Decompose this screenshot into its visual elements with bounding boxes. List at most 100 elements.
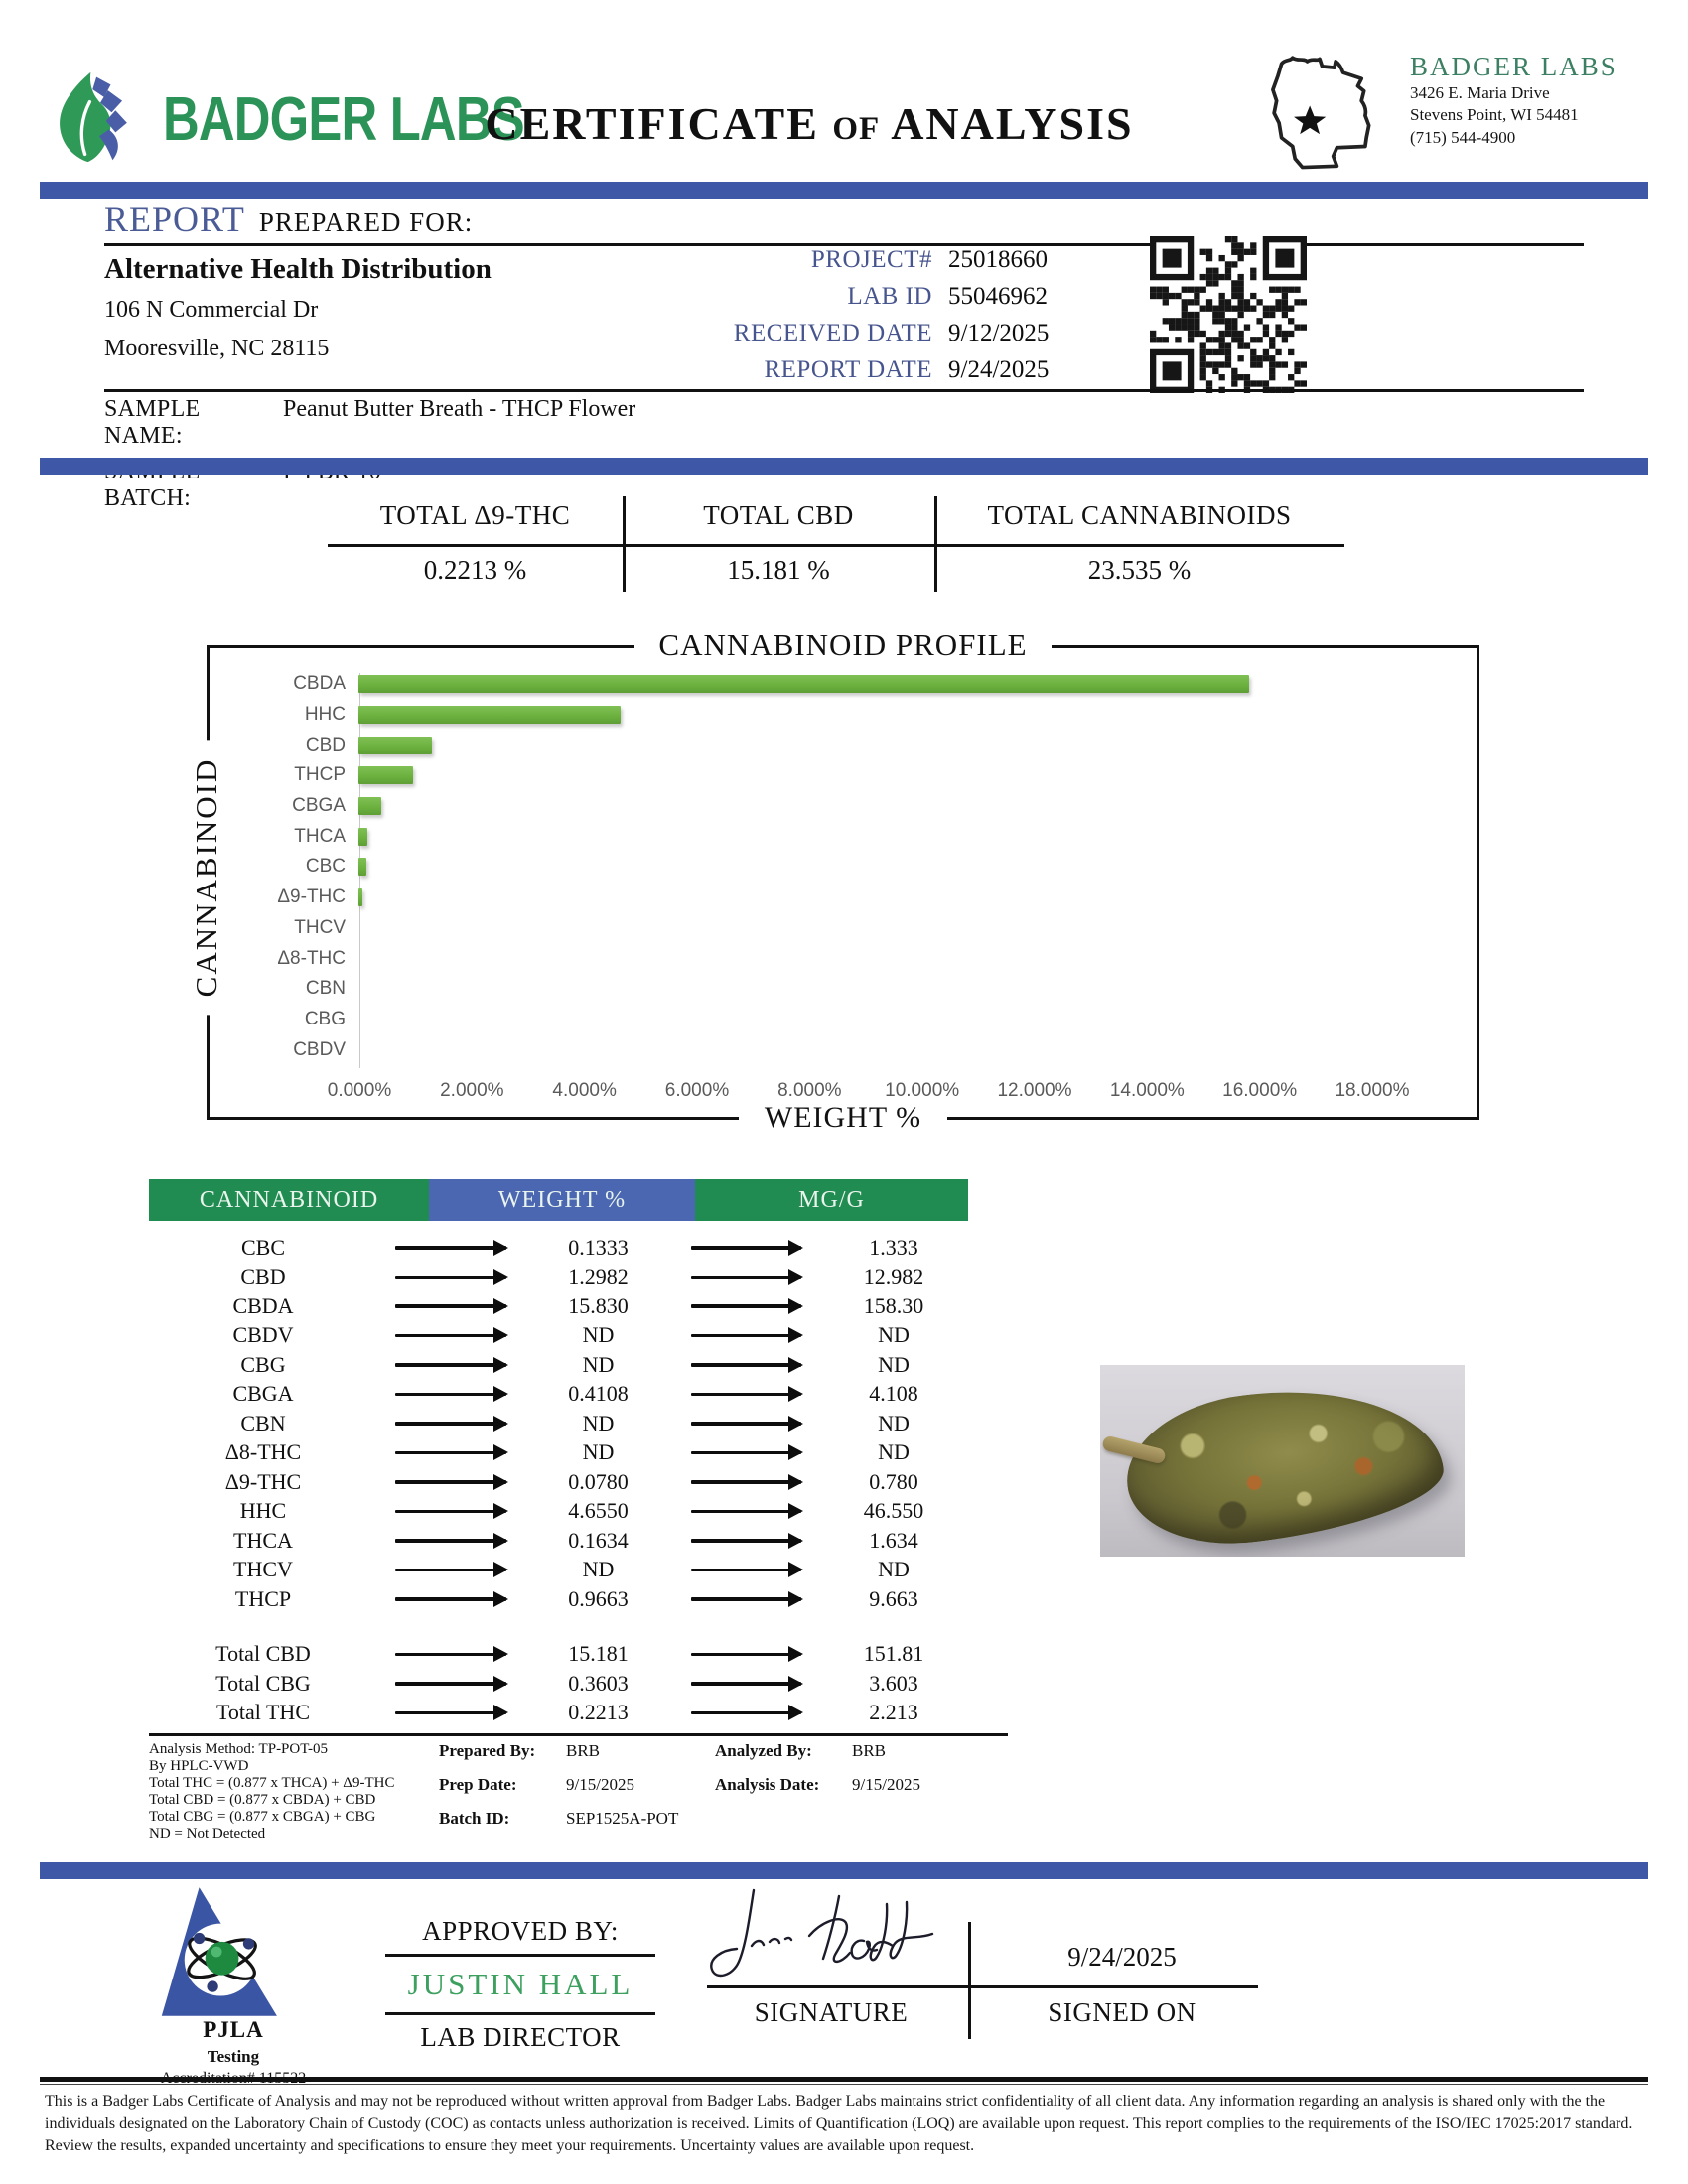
weight-percent-value: 0.3603 (568, 1670, 629, 1696)
table-row: CBN ND ND (149, 1409, 968, 1438)
lab-address-line2: Stevens Point, WI 54481 (1410, 105, 1579, 125)
table-row: Total CBD 15.181 151.81 (149, 1640, 968, 1670)
chart-x-tick: 6.000% (664, 1080, 730, 1101)
qr-code (1150, 236, 1307, 393)
section-rule (104, 389, 1584, 392)
results-table-header: CANNABINOID WEIGHT % MG/G (149, 1179, 968, 1221)
weight-percent-value: 4.6550 (568, 1498, 629, 1524)
arrow-icon (690, 1275, 801, 1279)
table-row: Total CBG 0.3603 3.603 (149, 1669, 968, 1699)
disclaimer-text: This is a Badger Labs Certificate of Ana… (45, 2093, 1633, 2155)
table-row: CBDV ND ND (149, 1321, 968, 1351)
method-note-line: By HPLC-VWD (149, 1758, 249, 1774)
chart-category-label: THCA (294, 825, 346, 847)
chart-category-label: Δ8-THC (277, 947, 346, 969)
chart-category-label: CBC (305, 856, 346, 878)
weight-percent-value: 15.830 (568, 1293, 629, 1318)
cannabinoid-name: CBD (240, 1264, 286, 1290)
flower-bud-image (1118, 1372, 1450, 1557)
cannabinoid-profile-chart: CANNABINOID PROFILE CANNABINOID CBDA HHC C… (188, 623, 1479, 1138)
chart-row: THCV (207, 913, 1372, 944)
signature-label: SIGNATURE (754, 1997, 909, 2027)
lab-address-block: BADGER LABS 3426 E. Maria Drive Stevens … (1249, 52, 1636, 180)
arrow-icon (395, 1480, 506, 1484)
mg-per-g-value: 9.663 (869, 1585, 918, 1611)
chart-bar (358, 827, 368, 846)
analysis-info: Analyzed By: BRB Analysis Date: 9/15/2025 (715, 1741, 1053, 1809)
sample-value: Peanut Butter Breath - THCP Flower (283, 396, 636, 422)
chart-category-label: CBN (305, 978, 346, 1000)
approval-block: APPROVED BY: JUSTIN HALL LAB DIRECTOR (385, 1916, 655, 2053)
approval-rule (385, 1954, 655, 1957)
chart-category-label: CBGA (292, 795, 346, 817)
chart-category-label: HHC (304, 704, 346, 726)
arrow-icon (395, 1539, 506, 1543)
leaf-logo-icon (52, 69, 147, 170)
footnote-row: Batch ID: SEP1525A-POT (439, 1809, 737, 1829)
chart-category-label: CBD (305, 734, 346, 755)
arrow-icon (395, 1509, 506, 1513)
table-row: Total THC 0.2213 2.213 (149, 1699, 968, 1728)
pjla-accreditation-logo (151, 1884, 312, 2024)
totals-underline (328, 544, 1344, 547)
cannabinoid-name: CBG (240, 1351, 286, 1377)
chart-bar (358, 675, 1250, 694)
cannabinoid-name: Δ8-THC (224, 1439, 302, 1465)
chart-x-tick: 0.000% (327, 1080, 392, 1101)
analysis-footnotes: Analysis Method: TP-POT-05 By HPLC-VWD Tot… (149, 1739, 1062, 1858)
meta-value: 25018660 (948, 246, 1048, 273)
table-row: CBDA 15.830 158.30 (149, 1292, 968, 1321)
meta-row: PROJECT# 25018660 (685, 246, 1097, 274)
chart-bar (358, 736, 432, 754)
arrow-icon (395, 1304, 506, 1308)
table-row: CBG ND ND (149, 1350, 968, 1380)
chart-row: CBC (207, 852, 1372, 883)
sample-label: SAMPLE NAME: (104, 396, 201, 449)
signature-divider (968, 1922, 971, 2039)
mg-per-g-value: 3.603 (869, 1670, 918, 1696)
arrow-icon (395, 1597, 506, 1601)
arrow-icon (690, 1450, 801, 1454)
mg-per-g-value: 12.982 (863, 1264, 924, 1290)
arrow-icon (395, 1333, 506, 1337)
chart-x-ticks: 0.000% 2.000% 4.000% 6.000% 8.000% 10.000% 12.… (328, 1080, 1410, 1104)
divider-bar-top (40, 182, 1648, 199)
total-value: 0.2213 % (423, 555, 527, 585)
footnote-value: BRB (852, 1741, 887, 1760)
mg-per-g-value: ND (878, 1322, 910, 1348)
arrow-icon (395, 1568, 506, 1571)
total-cell: TOTAL CBD 15.181 % (623, 494, 934, 594)
mg-per-g-value: 46.550 (863, 1498, 924, 1524)
chart-row: THCA (207, 821, 1372, 852)
arrow-icon (690, 1246, 801, 1250)
weight-percent-value: 0.2213 (568, 1700, 629, 1725)
mg-per-g-value: 2.213 (869, 1700, 918, 1725)
meta-row: RECEIVED DATE 9/12/2025 (685, 320, 1097, 347)
chart-bar (358, 888, 363, 907)
chart-category-label: THCV (294, 916, 346, 938)
weight-percent-value: ND (582, 1557, 615, 1582)
chart-category-label: THCP (294, 764, 346, 786)
totals-cells: TOTAL Δ9-THC 0.2213 % TOTAL CBD 15.181 % TOT… (328, 494, 1344, 594)
divider-bar-bottom (40, 1862, 1648, 1879)
table-row: Δ8-THC ND ND (149, 1438, 968, 1468)
table-row: HHC 4.6550 46.550 (149, 1497, 968, 1527)
footnote-row: Analyzed By: BRB (715, 1741, 1053, 1761)
brand-wordmark: BADGER LABS (163, 85, 525, 154)
arrow-icon (395, 1710, 506, 1714)
wisconsin-state-icon (1249, 52, 1400, 180)
method-note-line: Total CBD = (0.877 x CBDA) + CBD (149, 1792, 376, 1808)
arrow-icon (395, 1682, 506, 1686)
signature-rule (707, 1985, 1258, 1988)
table-row: THCA 0.1634 1.634 (149, 1526, 968, 1556)
cannabinoid-name: THCA (233, 1527, 293, 1553)
method-note-line: Total THC = (0.877 x THCA) + Δ9-THC (149, 1775, 395, 1791)
chart-category-label: CBDA (293, 673, 346, 695)
lab-address-line1: 3426 E. Maria Drive (1410, 83, 1550, 102)
chart-row: THCP (207, 760, 1372, 791)
chart-row: Δ9-THC (207, 883, 1372, 913)
totals-divider (934, 496, 937, 592)
chart-row: HHC (207, 700, 1372, 731)
client-address-line1: 106 N Commercial Dr (104, 297, 319, 323)
cannabinoid-name: CBDA (232, 1293, 294, 1318)
